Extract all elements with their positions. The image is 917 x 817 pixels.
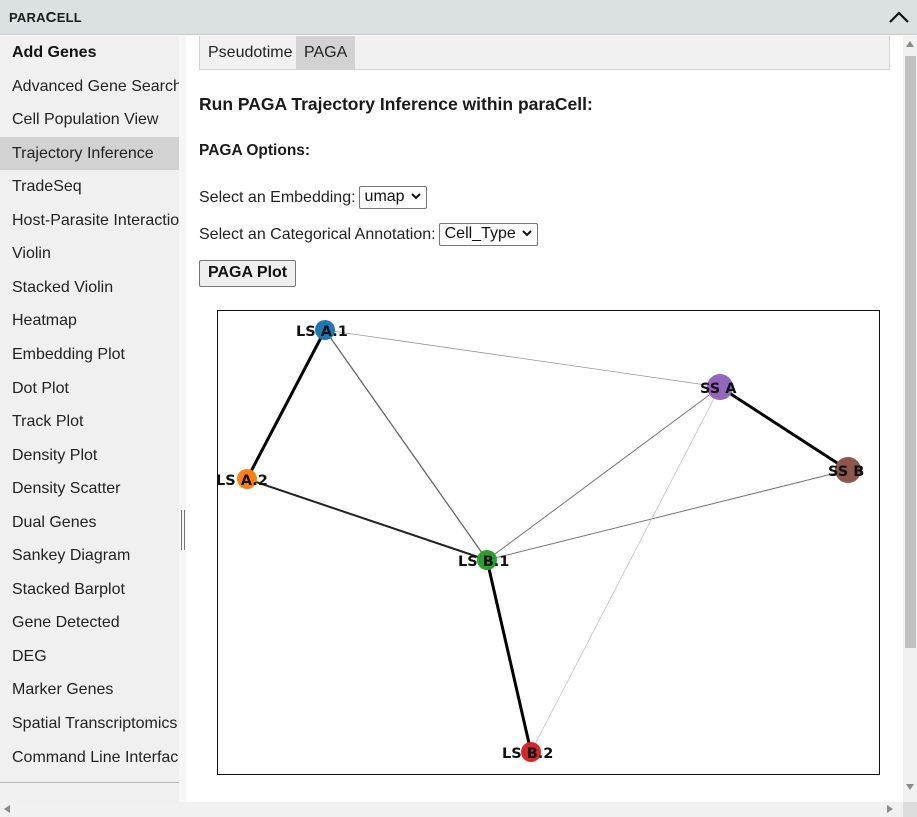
vertical-scroll-thumb[interactable]	[905, 56, 916, 648]
graph-edge	[530, 386, 721, 753]
collapse-button[interactable]	[887, 6, 911, 28]
sidebar-item-deg[interactable]: DEG	[12, 647, 47, 665]
sidebar-item-command-line-interface[interactable]: Command Line Interface	[12, 748, 179, 766]
sidebar-item-stacked-barplot[interactable]: Stacked Barplot	[12, 580, 125, 598]
graph-node-label: SS B	[828, 464, 864, 480]
sidebar-item-advanced-gene-search[interactable]: Advanced Gene Search	[12, 77, 179, 95]
graph-node	[237, 469, 257, 489]
sidebar-item-dual-genes[interactable]: Dual Genes	[12, 513, 97, 531]
sidebar-item-embedding-plot[interactable]: Embedding Plot	[12, 345, 125, 363]
scroll-up-icon[interactable]	[906, 41, 914, 47]
graph-node	[835, 457, 861, 483]
app-brand: PARACELL	[9, 9, 82, 26]
annotation-value: Cell_Type	[444, 225, 516, 243]
graph-node-label: LS B.2	[502, 746, 553, 762]
sidebar-item-tradeseq[interactable]: TradeSeq	[12, 178, 82, 196]
graph-node	[315, 320, 335, 340]
options-heading: PAGA Options:	[199, 142, 311, 159]
sidebar-item-stacked-violin[interactable]: Stacked Violin	[12, 278, 114, 296]
horizontal-scrollbar[interactable]	[0, 802, 903, 817]
graph-edge	[245, 329, 327, 480]
scroll-down-icon[interactable]	[906, 784, 914, 790]
graph-node	[521, 742, 541, 762]
paga-graph-plot: LS A.1 LS A.2 LS B.1 LS B.2 SS A SS B	[216, 310, 880, 775]
scroll-left-icon[interactable]	[4, 805, 10, 813]
graph-edge	[486, 386, 721, 561]
sidebar-item-violin[interactable]: Violin	[12, 245, 51, 263]
chevron-down-icon	[521, 224, 533, 244]
graph-edge	[485, 559, 533, 753]
graph-edge	[719, 385, 849, 472]
graph-node-label: LS A.1	[296, 324, 348, 340]
embedding-value: umap	[364, 188, 405, 206]
sidebar-item-spatial-transcriptomics[interactable]: Spatial Transcriptomics	[12, 715, 178, 732]
page-title: Run PAGA Trajectory Inference within par…	[199, 94, 593, 114]
graph-node-label: LS B.1	[458, 554, 509, 570]
sidebar-item-density-plot[interactable]: Density Plot	[12, 446, 98, 464]
graph-node-label: LS A.2	[218, 473, 268, 489]
annotation-row: Select an Categorical Annotation: Cell_Ty…	[199, 223, 538, 247]
sidebar: Add Genes Advanced Gene Search Cell Popula…	[0, 36, 179, 802]
graph-edge	[324, 329, 488, 561]
embedding-row: Select an Embedding: umap	[199, 186, 427, 210]
sidebar-item-host-parasite-interactions[interactable]: Host-Parasite Interactions	[12, 211, 179, 229]
sidebar-item-track-plot[interactable]: Track Plot	[12, 413, 84, 431]
graph-edge	[486, 469, 849, 561]
annotation-label: Select an Categorical Annotation:	[199, 226, 436, 243]
tab-pseudotime[interactable]: Pseudotime	[208, 44, 293, 61]
paga-graph-svg: LS A.1 LS A.2 LS B.1 LS B.2 SS A SS B	[216, 320, 864, 762]
sidebar-item-sankey-diagram[interactable]: Sankey Diagram	[12, 547, 131, 565]
graph-node	[477, 550, 497, 570]
graph-node-label: SS A	[700, 381, 737, 397]
sidebar-item-density-scatter[interactable]: Density Scatter	[12, 480, 121, 498]
annotation-select[interactable]: Cell_Type	[438, 223, 538, 246]
sidebar-item-dot-plot[interactable]: Dot Plot	[12, 379, 69, 397]
chevron-up-icon	[889, 11, 909, 23]
vertical-scrollbar[interactable]	[903, 36, 917, 802]
splitter-gutter	[179, 36, 186, 802]
sidebar-item-heatmap[interactable]: Heatmap	[12, 312, 77, 330]
app-header: PARACELL	[0, 0, 917, 35]
paga-plot-button[interactable]: PAGA Plot	[199, 260, 297, 287]
main-panel: Pseudotime PAGA Run PAGA Trajectory Infe…	[186, 36, 903, 799]
sidebar-item-cell-population-view[interactable]: Cell Population View	[12, 111, 159, 129]
sidebar-item-trajectory-inference[interactable]: Trajectory Inference	[0, 136, 179, 171]
embedding-label: Select an Embedding:	[199, 189, 356, 206]
embedding-select[interactable]: umap	[358, 186, 427, 209]
sidebar-resize-handle[interactable]	[181, 510, 185, 550]
chevron-down-icon	[410, 187, 422, 207]
graph-edge	[246, 478, 488, 561]
tab-paga[interactable]: PAGA	[296, 36, 356, 69]
scrollbar-corner	[903, 802, 917, 817]
graph-node	[707, 374, 733, 400]
graph-edge	[324, 329, 721, 388]
tab-bar: Pseudotime PAGA	[199, 36, 890, 70]
sidebar-item-add-genes[interactable]: Add Genes	[12, 44, 97, 61]
sidebar-divider	[0, 782, 179, 783]
sidebar-item-gene-detected[interactable]: Gene Detected	[12, 614, 120, 632]
scroll-right-icon[interactable]	[887, 805, 893, 813]
sidebar-item-marker-genes[interactable]: Marker Genes	[12, 681, 114, 699]
